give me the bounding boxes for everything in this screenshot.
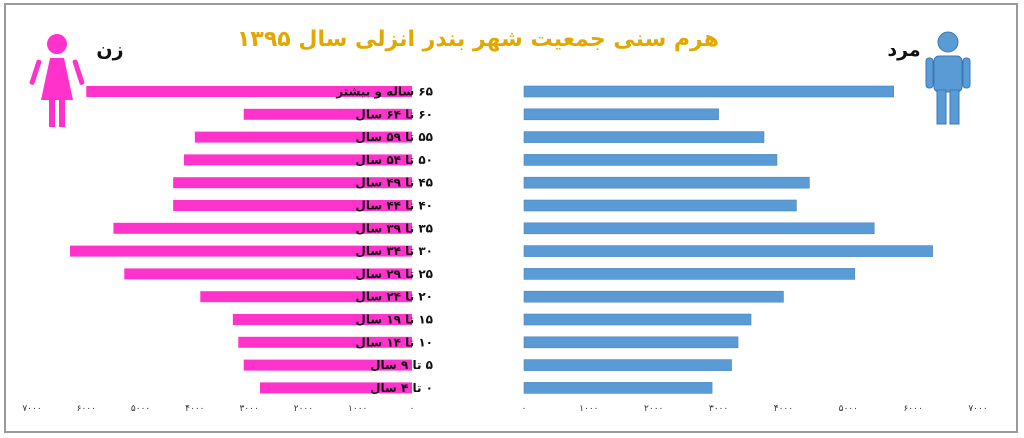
tick-label-right: ۴۰۰۰ <box>774 404 793 414</box>
male-bar <box>523 108 719 121</box>
tick-label-left: ۶۰۰۰ <box>77 404 96 414</box>
male-icon <box>925 31 971 125</box>
male-bar <box>523 222 875 235</box>
male-bar <box>523 268 856 280</box>
category-label: ۴۵ تا ۴۹ سال <box>355 176 433 190</box>
category-label: ۵ تا ۹ سال <box>370 358 433 372</box>
male-bar <box>523 131 765 143</box>
tick-label-right: ۱۰۰۰ <box>579 404 598 414</box>
category-label: ۵۰ تا ۵۴ سال <box>355 153 433 167</box>
male-bar <box>523 382 713 394</box>
female-bar <box>243 359 412 371</box>
female-label: زن <box>96 39 123 61</box>
male-bar <box>523 336 739 349</box>
male-bar <box>523 154 778 166</box>
male-bar <box>523 290 784 303</box>
category-label: ۱۰ تا ۱۴ سال <box>355 335 433 349</box>
chart-title: هرم سنی جمعیت شهر بندر انزلی سال ۱۳۹۵ <box>237 27 719 52</box>
female-bar <box>173 200 412 211</box>
female-bar <box>200 291 412 303</box>
bars-layer <box>70 85 933 394</box>
tick-label-left: ۴۰۰۰ <box>185 404 204 414</box>
female-bar <box>86 86 413 97</box>
female-bar <box>113 222 412 234</box>
female-bar <box>232 314 412 325</box>
male-label: مرد <box>887 39 920 61</box>
female-bar <box>238 336 412 348</box>
tick-label-right: ۲۰۰۰ <box>644 404 663 414</box>
female-bar <box>184 154 412 166</box>
tick-label-right: ۵۰۰۰ <box>839 404 858 414</box>
category-label: ۵۵ تا ۵۹ سال <box>355 130 433 144</box>
female-icon <box>29 34 85 127</box>
female-bar <box>173 177 412 189</box>
tick-label-left: ۰ <box>410 404 415 414</box>
male-bar <box>523 359 732 371</box>
female-bar <box>243 108 412 120</box>
male-bar <box>523 85 894 98</box>
chart-frame <box>4 3 1018 433</box>
category-label: ۱۵ تا ۱۹ سال <box>355 313 433 327</box>
male-bar <box>523 176 810 189</box>
tick-label-right: ۳۰۰۰ <box>709 404 728 414</box>
female-bar <box>124 268 413 280</box>
female-bar <box>194 131 412 143</box>
male-bar <box>523 199 797 212</box>
category-label: ۳۵ تا ۳۹ سال <box>355 221 433 235</box>
category-label: ۰ تا ۴ سال <box>370 381 433 395</box>
tick-label-left: ۳۰۰۰ <box>239 404 258 414</box>
tick-label-left: ۲۰۰۰ <box>294 404 313 414</box>
male-bar <box>523 245 933 257</box>
male-bar <box>523 313 752 326</box>
category-label: ۳۰ تا ۳۴ سال <box>355 244 433 258</box>
axis-ticks: ۰ ۰ ۱۰۰۰ ۱۰۰۰ ۲۰۰۰ ۲۰۰۰ ۳۰۰۰ ۳۰۰۰ ۴۰۰۰ ۴۰۰۰ ۵۰۰۰ ۵۰… <box>22 404 987 414</box>
tick-label-right: ۶۰۰۰ <box>903 404 922 414</box>
tick-label-left: ۷۰۰۰ <box>22 404 41 414</box>
female-bar <box>70 245 412 257</box>
tick-label-left: ۱۰۰۰ <box>348 404 367 414</box>
category-label: ۶۵ ساله و بیشتر <box>335 85 433 100</box>
category-label: ۴۰ تا ۴۴ سال <box>355 199 433 213</box>
category-label: ۲۰ تا ۲۴ سال <box>355 290 433 304</box>
tick-label-right: ۰ <box>522 404 527 414</box>
category-labels: ۶۵ ساله و بیشتر ۶۰ تا ۶۴ سال ۵۵ تا ۵۹ سال ۵… <box>335 85 433 395</box>
category-label: ۲۵ تا ۲۹ سال <box>355 267 433 281</box>
tick-label-left: ۵۰۰۰ <box>131 404 150 414</box>
tick-label-right: ۷۰۰۰ <box>968 404 987 414</box>
category-label: ۶۰ تا ۶۴ سال <box>355 107 433 121</box>
female-bar <box>260 382 412 394</box>
